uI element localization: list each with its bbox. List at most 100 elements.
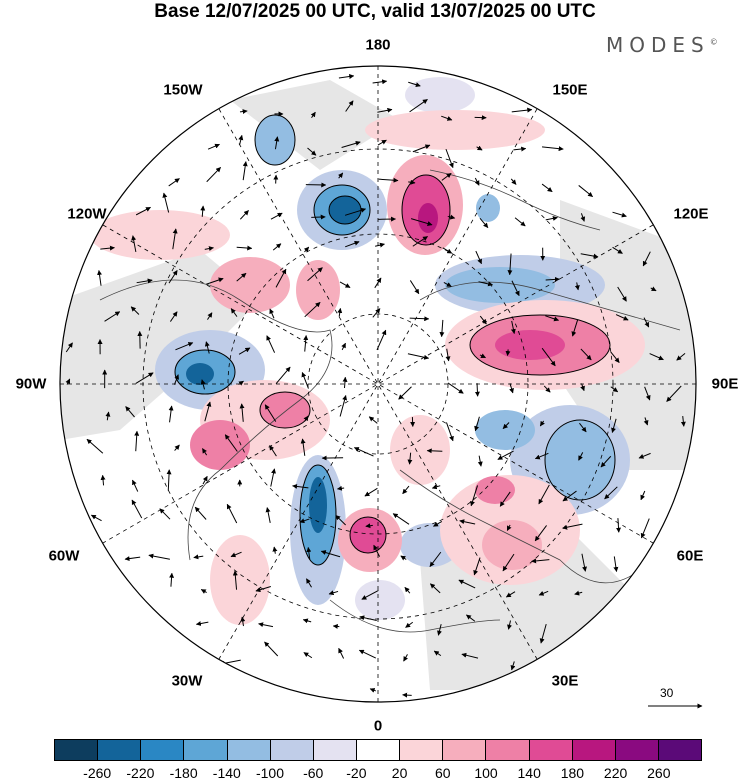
wind-arrow bbox=[240, 616, 246, 627]
wind-arrow bbox=[236, 245, 253, 251]
wind-arrow bbox=[474, 416, 480, 432]
wind-arrow bbox=[376, 329, 387, 351]
wind-arrow bbox=[680, 415, 686, 427]
colorbar-swatch bbox=[657, 740, 702, 760]
wind-arrow bbox=[206, 167, 221, 183]
wind-arrow bbox=[265, 507, 271, 523]
wind-arrow bbox=[274, 136, 280, 150]
wind-arrow bbox=[398, 386, 412, 400]
wind-arrow bbox=[339, 394, 348, 417]
wind-arrow bbox=[100, 474, 106, 486]
wind-arrow bbox=[545, 315, 560, 322]
wind-arrow bbox=[275, 366, 291, 384]
wind-arrow bbox=[539, 420, 545, 427]
wind-arrow bbox=[479, 315, 487, 325]
wind-arrow bbox=[541, 347, 556, 367]
wind-arrow bbox=[264, 641, 279, 657]
wind-arrow bbox=[302, 618, 312, 624]
wind-arrow bbox=[194, 506, 207, 520]
wind-arrow bbox=[649, 353, 664, 361]
wind-arrow bbox=[303, 246, 310, 253]
wind-arrow bbox=[617, 286, 627, 302]
wind-arrow bbox=[429, 551, 442, 567]
wind-arrow bbox=[104, 311, 121, 322]
wind-arrow bbox=[426, 448, 443, 454]
wind-arrow bbox=[479, 353, 486, 359]
wind-arrow bbox=[173, 374, 179, 385]
wind-arrow bbox=[202, 475, 208, 485]
wind-arrow bbox=[374, 277, 382, 289]
wind-arrow bbox=[479, 217, 489, 229]
brand-logo: MODES© bbox=[606, 33, 718, 57]
wind-arrow bbox=[204, 246, 214, 252]
wind-arrow bbox=[506, 524, 512, 531]
wind-arrow bbox=[339, 281, 351, 288]
wind-arrow bbox=[169, 311, 178, 322]
lon-label-180: 180 bbox=[365, 36, 391, 54]
wind-arrow bbox=[402, 692, 412, 698]
colorbar-swatch bbox=[55, 740, 98, 760]
wind-arrow bbox=[445, 148, 454, 169]
map-title: Base 12/07/2025 00 UTC, valid 13/07/2025… bbox=[154, 1, 596, 22]
wind-arrow bbox=[511, 280, 520, 297]
wind-arrow bbox=[541, 183, 553, 193]
colorbar-swatch bbox=[614, 740, 658, 760]
wind-arrow bbox=[336, 485, 345, 491]
wind-arrow bbox=[580, 383, 585, 392]
wind-arrow bbox=[230, 308, 238, 317]
wind-arrow bbox=[238, 134, 244, 145]
wind-arrow bbox=[202, 448, 208, 456]
wind-arrow bbox=[404, 586, 411, 594]
wind-arrow bbox=[400, 555, 407, 561]
wind-arrow bbox=[443, 282, 452, 287]
wind-arrow bbox=[429, 583, 441, 594]
wind-arrow bbox=[514, 217, 526, 227]
colorbar-tick-label: -180 bbox=[169, 765, 198, 781]
wind-arrow bbox=[511, 107, 533, 113]
wind-arrow bbox=[341, 342, 346, 351]
colorbar-swatch bbox=[140, 740, 184, 760]
wind-arrow bbox=[437, 624, 442, 636]
wind-arrow bbox=[459, 519, 476, 525]
wind-arrow bbox=[232, 570, 238, 590]
polar-map bbox=[59, 65, 703, 709]
wind-arrow bbox=[616, 518, 621, 533]
wind-arrow bbox=[403, 654, 409, 662]
wind-arrow bbox=[531, 558, 550, 564]
wind-arrow bbox=[359, 615, 377, 622]
wind-arrow bbox=[311, 214, 326, 220]
wind-arrow bbox=[640, 490, 646, 501]
wind-arrow bbox=[562, 523, 583, 530]
wind-arrow bbox=[502, 422, 510, 430]
wind-arrow bbox=[125, 406, 135, 418]
wind-arrow bbox=[470, 485, 479, 507]
wind-arrow bbox=[344, 207, 367, 216]
wind-arrow bbox=[65, 378, 71, 385]
wind-arrow bbox=[341, 140, 361, 148]
wind-arrow bbox=[461, 652, 479, 659]
wind-arrow bbox=[131, 499, 143, 519]
wind-arrow bbox=[650, 286, 657, 292]
wind-arrow bbox=[124, 556, 141, 562]
wind-arrow bbox=[204, 401, 212, 422]
colorbar-tick-label: -140 bbox=[212, 765, 241, 781]
wind-arrow bbox=[90, 514, 102, 522]
wind-arrow bbox=[270, 468, 276, 487]
wind-arrow bbox=[224, 434, 238, 452]
wind-arrow bbox=[644, 386, 651, 401]
wind-arrow bbox=[193, 554, 204, 560]
wind-arrow bbox=[239, 109, 248, 115]
colorbar-swatch bbox=[571, 740, 615, 760]
wind-arrow bbox=[613, 556, 619, 573]
wind-arrow bbox=[264, 404, 277, 422]
wind-arrow bbox=[407, 353, 430, 360]
wind-arrow bbox=[510, 178, 517, 185]
lon-label-30w: 30W bbox=[171, 672, 203, 690]
wind-arrow bbox=[131, 235, 137, 253]
wind-arrow bbox=[375, 242, 385, 248]
wind-arrow bbox=[412, 236, 428, 247]
wind-arrow bbox=[272, 243, 282, 251]
wind-arrow bbox=[365, 523, 373, 529]
wind-arrow bbox=[542, 146, 564, 152]
wind-arrow bbox=[372, 79, 388, 85]
